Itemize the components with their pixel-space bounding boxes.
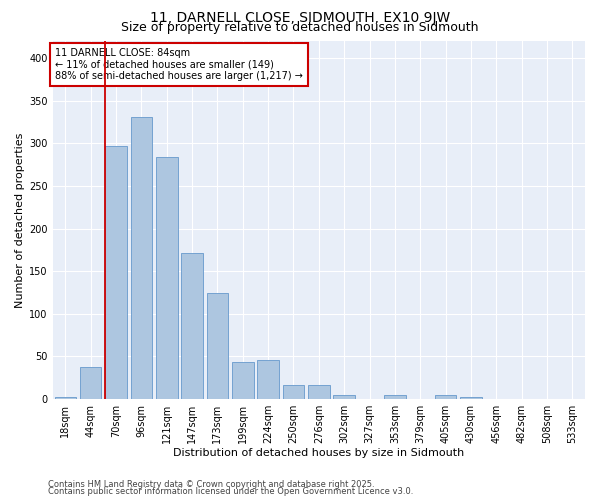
Bar xyxy=(232,362,254,399)
Bar xyxy=(55,396,76,399)
Bar xyxy=(80,366,101,399)
Text: Contains HM Land Registry data © Crown copyright and database right 2025.: Contains HM Land Registry data © Crown c… xyxy=(48,480,374,489)
Bar xyxy=(384,395,406,399)
Text: Contains public sector information licensed under the Open Government Licence v3: Contains public sector information licen… xyxy=(48,487,413,496)
Bar xyxy=(131,117,152,399)
Bar xyxy=(435,395,457,399)
Bar xyxy=(105,146,127,399)
Bar xyxy=(334,395,355,399)
Bar xyxy=(308,384,329,399)
Text: 11, DARNELL CLOSE, SIDMOUTH, EX10 9JW: 11, DARNELL CLOSE, SIDMOUTH, EX10 9JW xyxy=(150,11,450,25)
Bar xyxy=(156,157,178,399)
X-axis label: Distribution of detached houses by size in Sidmouth: Distribution of detached houses by size … xyxy=(173,448,464,458)
Text: 11 DARNELL CLOSE: 84sqm
← 11% of detached houses are smaller (149)
88% of semi-d: 11 DARNELL CLOSE: 84sqm ← 11% of detache… xyxy=(55,48,303,82)
Bar xyxy=(460,396,482,399)
Bar xyxy=(206,292,228,399)
Bar xyxy=(181,254,203,399)
Bar xyxy=(257,360,279,399)
Y-axis label: Number of detached properties: Number of detached properties xyxy=(15,132,25,308)
Bar xyxy=(283,386,304,399)
Text: Size of property relative to detached houses in Sidmouth: Size of property relative to detached ho… xyxy=(121,21,479,34)
